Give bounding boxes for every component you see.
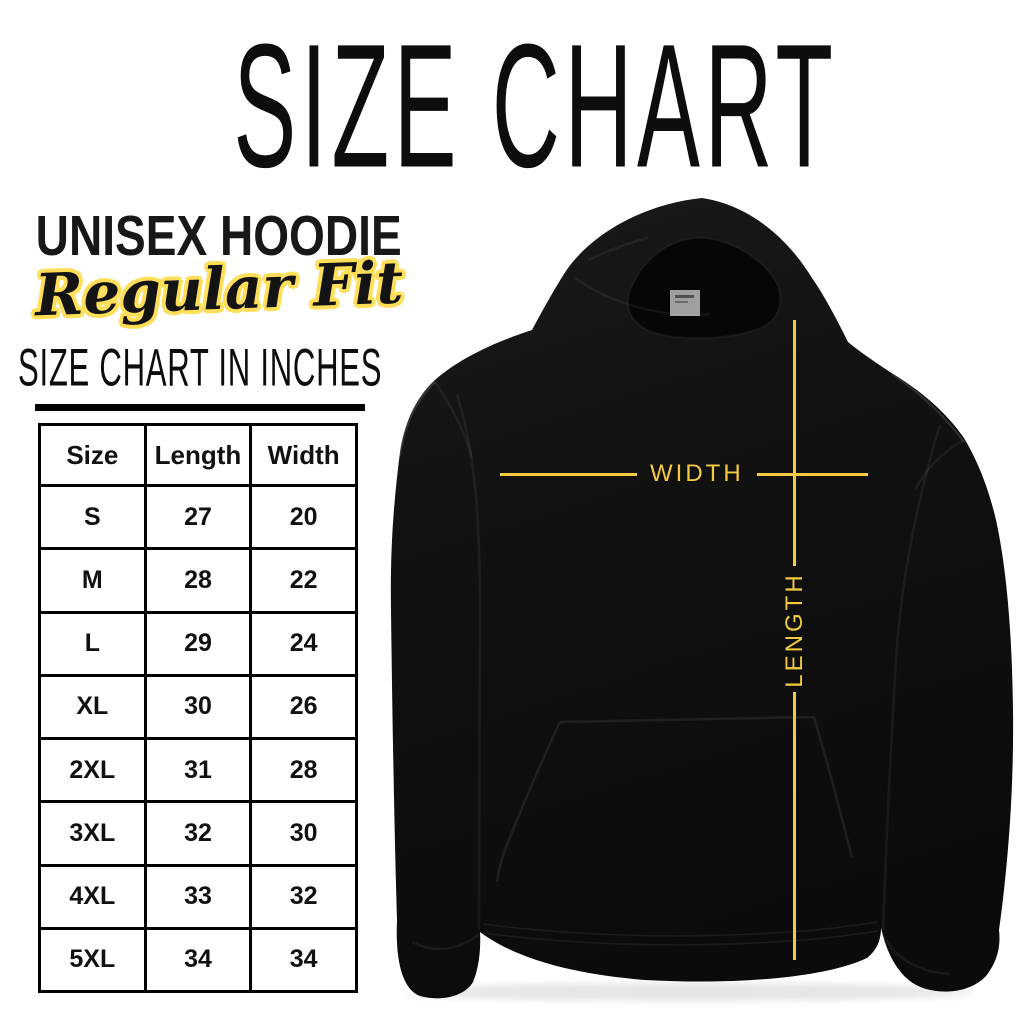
table-cell: 30 [249, 800, 358, 867]
hood-opening [626, 236, 782, 340]
table-header-row: Size Length Width [38, 423, 358, 487]
table-column-header: Length [143, 423, 253, 487]
table-row: 2XL 31 28 [38, 736, 358, 804]
width-line-left [500, 472, 637, 476]
table-row: 3XL 32 30 [38, 800, 358, 867]
table-cell: 20 [249, 483, 358, 551]
table-cell: 34 [143, 926, 253, 994]
fit-label: Regular Fit [28, 249, 410, 330]
page-title-text: SIZE CHART [232, 8, 838, 205]
length-line-bottom [793, 692, 796, 960]
hem-stitch [482, 921, 879, 946]
table-cell: 34 [249, 926, 358, 994]
table-heading-text: SIZE CHART IN INCHES [17, 337, 383, 397]
table-cell: 33 [143, 863, 253, 930]
fit-label-text: Regular Fit [33, 248, 405, 330]
product-name-text: UNISEX HOODIE [36, 205, 403, 268]
table-cell: M [38, 547, 147, 614]
table-cell: 32 [143, 800, 253, 867]
table-column-header: Width [249, 423, 358, 487]
table-row: L 29 24 [38, 610, 358, 677]
table-cell: 26 [249, 673, 358, 741]
table-row: M 28 22 [38, 547, 358, 614]
table-cell: 28 [143, 547, 253, 614]
table-cell: S [38, 483, 147, 551]
table-cell: 30 [143, 673, 253, 741]
table-cell: XL [38, 673, 147, 741]
table-cell: 27 [143, 483, 253, 551]
table-cell: 29 [143, 610, 253, 677]
hoodie-silhouette [390, 198, 1014, 999]
width-line-right [756, 472, 868, 476]
pocket-outline [495, 715, 854, 883]
table-cell: 5XL [38, 926, 147, 994]
size-table-body: S 27 20 M 28 22 L 29 24 XL 30 26 2XL 31 28 3XL 32 30 4XL 33… [38, 483, 358, 994]
table-cell: 24 [249, 610, 358, 677]
hoodie-photo [390, 198, 1014, 1001]
table-cell: 4XL [38, 863, 147, 930]
table-column-header: Size [38, 423, 147, 487]
table-cell: 2XL [38, 736, 147, 804]
drop-shadow [405, 983, 975, 1001]
product-name: UNISEX HOODIE [28, 204, 410, 268]
table-cell: 31 [143, 736, 253, 804]
length-label: LENGTH [781, 572, 808, 688]
neck-tag [670, 290, 700, 337]
table-cell: 22 [249, 547, 358, 614]
fabric-creases [411, 236, 965, 976]
table-row: XL 30 26 [38, 673, 358, 741]
table-row: 5XL 34 34 [38, 926, 358, 994]
length-line-top [793, 320, 796, 566]
width-measure: WIDTH [500, 460, 868, 488]
table-row: 4XL 33 32 [38, 863, 358, 930]
page-title: SIZE CHART [0, 6, 1024, 205]
width-label: WIDTH [650, 460, 744, 487]
table-cell: L [38, 610, 147, 677]
size-table-head: Size Length Width [38, 423, 358, 487]
table-cell: 32 [249, 863, 358, 930]
table-cell: 28 [249, 736, 358, 804]
table-row: S 27 20 [38, 483, 358, 551]
size-table: Size Length Width S 27 20 M 28 22 L 29 24 XL 30 26 2XL… [38, 423, 358, 994]
table-cell: 3XL [38, 800, 147, 867]
rim-highlight [399, 373, 965, 457]
table-heading: SIZE CHART IN INCHES [18, 338, 381, 411]
